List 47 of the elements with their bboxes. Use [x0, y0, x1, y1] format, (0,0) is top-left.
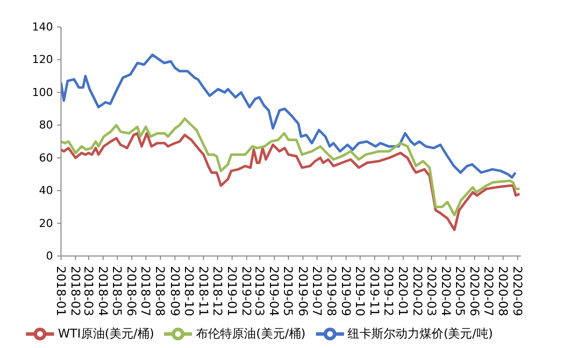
y-tick-label: 40: [39, 184, 53, 198]
x-tick-label: 2020-05: [452, 266, 467, 316]
y-tick-label: 140: [32, 20, 53, 34]
y-tick-label: 60: [39, 151, 53, 164]
x-tick-label: 2018-09: [168, 266, 182, 316]
x-tick-label: 2019-12: [382, 266, 396, 316]
legend-label: 纽卡斯尔动力煤价(美元/吨): [348, 326, 493, 340]
legend-label: 布伦特原油(美元/桶): [196, 326, 306, 340]
y-tick-label: 80: [39, 118, 53, 132]
x-tick-label: 2019-08: [324, 266, 338, 316]
x-tick-label: 2018-02: [68, 266, 82, 316]
x-tick-label: 2020-07: [481, 266, 496, 316]
x-tick-label: 2018-04: [96, 266, 110, 316]
y-tick-label: 120: [32, 53, 53, 66]
x-tick-label: 2018-10: [182, 266, 196, 316]
x-tick-label: 2019-01: [224, 266, 239, 316]
y-tick-label: 20: [39, 216, 53, 230]
x-tick-label: 2019-11: [368, 266, 382, 316]
x-tick-label: 2019-05: [281, 266, 296, 316]
x-tick-label: 2019-10: [352, 266, 367, 316]
x-tick-label: 2020-09: [510, 266, 525, 316]
x-tick-label: 2018-08: [153, 266, 168, 316]
legend-label: WTI原油(美元/桶): [58, 326, 154, 340]
x-tick-label: 2019-09: [338, 266, 353, 316]
x-tick-label: 2019-02: [239, 266, 254, 316]
x-tick-label: 2018-05: [110, 266, 124, 316]
line-series: [61, 117, 521, 216]
x-tick-label: 2019-07: [310, 266, 324, 316]
x-tick-label: 2018-03: [81, 266, 96, 316]
y-tick-label: 0: [46, 250, 53, 262]
x-tick-label: 2018-01: [54, 266, 68, 316]
x-tick-label: 2018-06: [124, 266, 139, 316]
x-tick-label: 2020-02: [410, 266, 425, 316]
x-tick-label: 2018-11: [196, 266, 210, 316]
x-tick-label: 2020-06: [467, 266, 482, 316]
line-series: [61, 132, 521, 232]
x-tick-label: 2019-04: [267, 266, 282, 316]
y-tick-label: 100: [32, 86, 53, 99]
x-tick-label: 2020-03: [424, 266, 438, 316]
x-tick-label: 2018-12: [210, 266, 224, 316]
x-tick-label: 2019-06: [296, 266, 310, 316]
x-tick-label: 2020-04: [438, 266, 453, 316]
x-tick-label: 2020-08: [496, 266, 510, 316]
x-tick-label: 2018-07: [138, 266, 153, 316]
x-tick-label: 2019-03: [252, 266, 267, 316]
x-tick-label: 2020-01: [396, 266, 410, 316]
line-series: [61, 54, 517, 179]
